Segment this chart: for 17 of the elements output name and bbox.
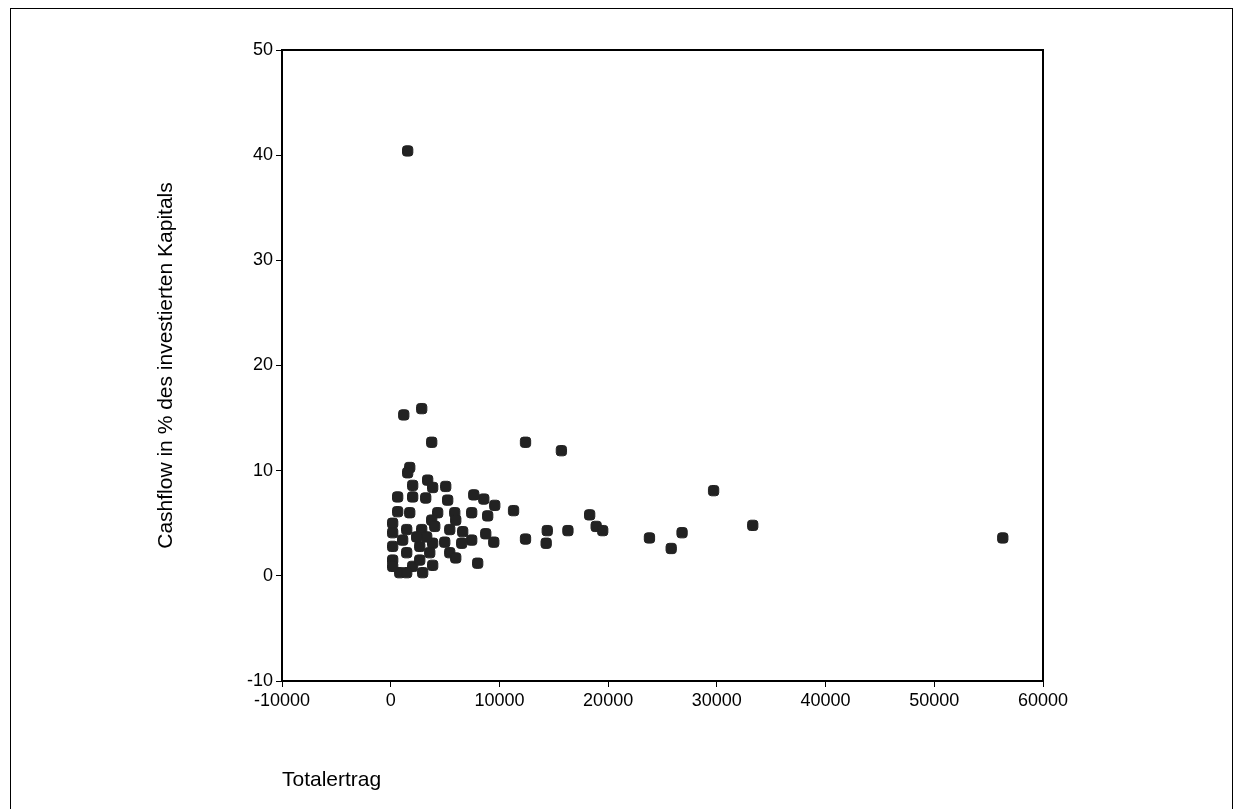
y-tick-label: 0 <box>262 564 273 585</box>
y-tick-label: 30 <box>252 249 273 270</box>
x-tick-label: 40000 <box>800 689 851 710</box>
x-tick-label: 10000 <box>474 689 525 710</box>
x-tick-label: 60000 <box>1017 689 1069 710</box>
x-tick-label: 50000 <box>909 689 960 710</box>
x-tick-label: -10000 <box>253 689 311 710</box>
y-tick-label: 50 <box>252 38 273 59</box>
x-axis-title: Totalertrag <box>282 767 382 791</box>
y-tick-label: 10 <box>252 459 273 480</box>
y-axis-title: Cashflow in % des investierten Kapitals <box>153 182 177 549</box>
y-tick-label: 20 <box>252 354 273 375</box>
y-tick-label: 40 <box>252 144 273 165</box>
x-tick-label: 0 <box>385 689 396 710</box>
x-tick-label: 20000 <box>583 689 634 710</box>
x-tick-label: 30000 <box>691 689 742 710</box>
y-tick-label: -10 <box>246 669 273 690</box>
